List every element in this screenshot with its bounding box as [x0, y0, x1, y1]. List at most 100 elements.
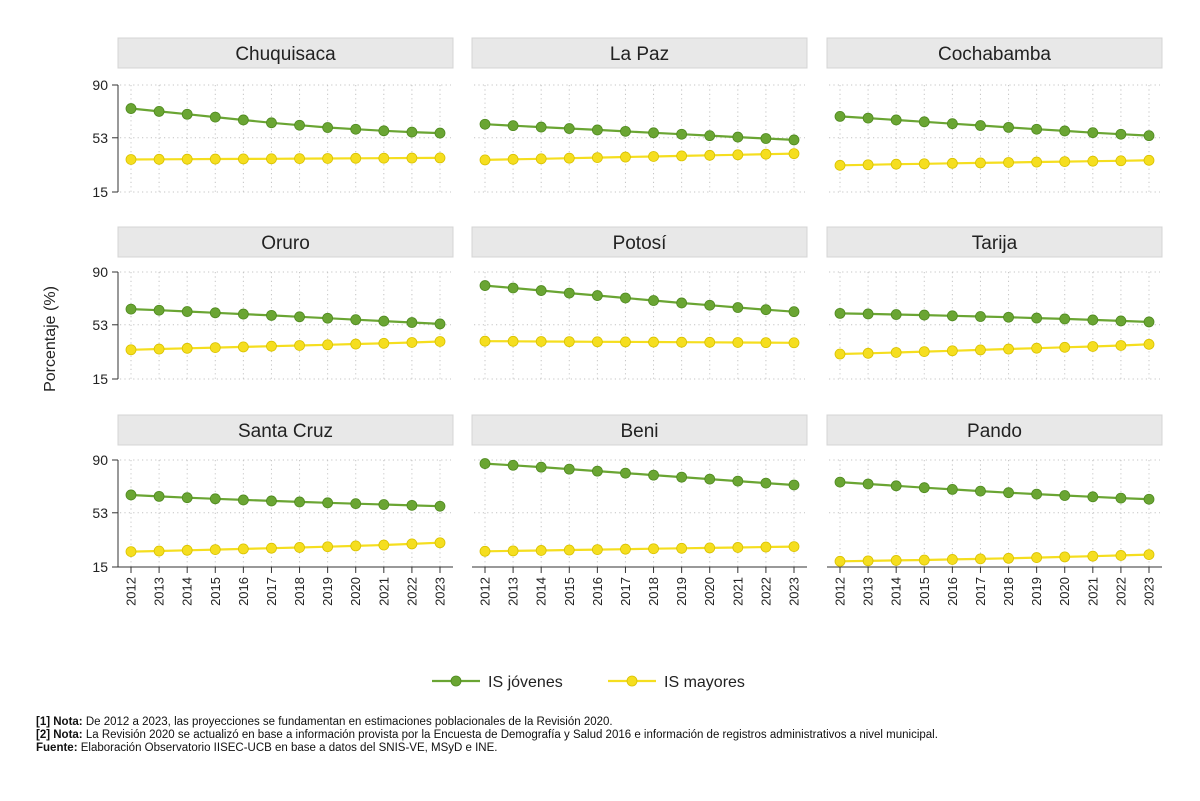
data-point-is-mayores: [266, 340, 277, 352]
data-point-is-mayores: [676, 542, 688, 554]
data-point-is-jovenes: [535, 285, 547, 296]
x-tick-label: 2021: [376, 577, 391, 606]
data-point-is-mayores: [704, 336, 716, 348]
data-point-is-mayores: [125, 344, 137, 356]
series-line-is-jovenes: [839, 481, 1150, 501]
data-point-is-jovenes: [676, 471, 688, 483]
panel-title: Cochabamba: [938, 44, 1051, 65]
data-point-is-mayores: [975, 553, 986, 565]
data-point-is-jovenes: [479, 458, 491, 469]
series-line-is-jovenes: [839, 115, 1150, 137]
data-point-is-mayores: [350, 338, 362, 350]
x-tick-label: 2013: [506, 577, 521, 606]
data-point-is-jovenes: [1059, 490, 1071, 501]
data-point-is-jovenes: [918, 482, 930, 494]
data-point-is-mayores: [788, 337, 800, 349]
data-point-is-jovenes: [237, 494, 249, 506]
data-point-is-jovenes: [209, 111, 221, 123]
data-point-is-jovenes: [322, 497, 334, 509]
data-point-is-jovenes: [732, 131, 744, 143]
source-note: Fuente: Elaboración Observatorio IISEC-U…: [36, 742, 1186, 755]
data-point-is-jovenes: [676, 297, 688, 309]
x-tick-label: 2012: [124, 577, 139, 606]
data-point-is-mayores: [676, 336, 688, 348]
panel-santa-cruz: Santa Cruz 15 53 90 2012 2013 2014 2015 2016 2017…: [92, 414, 454, 606]
legend-label: IS jóvenes: [488, 674, 563, 691]
data-point-is-jovenes: [1143, 316, 1155, 328]
data-point-is-jovenes: [676, 128, 688, 140]
data-point-is-mayores: [1087, 550, 1099, 562]
data-point-is-jovenes: [890, 114, 902, 126]
series-line-is-jovenes: [130, 107, 441, 135]
panel-chuquisaca: Chuquisaca 15 53 90: [92, 37, 454, 200]
x-tick-label: 2023: [787, 577, 802, 606]
data-point-is-jovenes: [535, 121, 547, 133]
data-point-is-jovenes: [507, 459, 519, 471]
note-2: [2] Nota: La Revisión 2020 se actualizó …: [36, 729, 1186, 742]
data-point-is-mayores: [1143, 338, 1155, 350]
data-point-is-mayores: [322, 541, 334, 553]
x-tick-label: 2018: [646, 577, 661, 606]
data-point-is-jovenes: [378, 315, 390, 327]
data-point-is-jovenes: [294, 119, 305, 131]
x-tick-label: 2020: [348, 577, 363, 606]
data-point-is-mayores: [322, 339, 334, 351]
data-point-is-jovenes: [125, 489, 137, 501]
data-point-is-jovenes: [704, 473, 716, 485]
data-point-is-mayores: [732, 149, 744, 161]
data-point-is-jovenes: [406, 317, 418, 328]
data-point-is-jovenes: [834, 307, 846, 319]
data-point-is-mayores: [378, 539, 390, 551]
data-point-is-jovenes: [1115, 315, 1127, 327]
panel-pando: Pando 2012 2013 2014 2015 2016 2017 2018 2019 202…: [826, 414, 1163, 606]
data-point-is-mayores: [946, 157, 958, 169]
data-point-is-jovenes: [1031, 312, 1043, 324]
data-point-is-mayores: [862, 347, 874, 359]
data-point-is-mayores: [648, 151, 659, 162]
data-point-is-mayores: [620, 151, 631, 163]
data-point-is-mayores: [648, 543, 659, 555]
data-point-is-jovenes: [209, 307, 221, 319]
series-line-is-jovenes: [839, 312, 1150, 323]
data-point-is-jovenes: [294, 311, 305, 323]
data-point-is-mayores: [946, 345, 958, 357]
panel-oruro: Oruro 15 53 90: [92, 226, 454, 387]
legend-label: IS mayores: [664, 674, 745, 691]
panel-strip: [826, 414, 1163, 446]
data-point-is-jovenes: [620, 292, 631, 304]
data-point-is-mayores: [834, 159, 846, 171]
data-point-is-jovenes: [704, 299, 716, 311]
x-tick-label: 2016: [945, 577, 960, 606]
data-point-is-mayores: [1115, 550, 1127, 561]
data-point-is-mayores: [1115, 155, 1127, 167]
data-point-is-mayores: [322, 153, 334, 164]
data-point-is-jovenes: [125, 303, 137, 315]
data-point-is-jovenes: [760, 304, 772, 316]
panel-title: Beni: [620, 421, 658, 442]
data-point-is-jovenes: [946, 118, 958, 130]
legend: IS jóvenes IS mayores: [432, 674, 745, 691]
series-line-is-mayores: [130, 340, 441, 351]
data-point-is-jovenes: [434, 500, 446, 512]
data-point-is-jovenes: [975, 120, 986, 131]
panel-beni: Beni 2012 2013 2014 2015 2016 2017 2018 2019 2020…: [471, 414, 808, 606]
data-point-is-mayores: [507, 335, 519, 347]
data-point-is-jovenes: [153, 105, 165, 117]
x-tick-label: 2015: [917, 577, 932, 606]
x-tick-label: 2014: [889, 577, 904, 606]
data-point-is-jovenes: [378, 125, 390, 137]
series-line-is-mayores: [839, 159, 1150, 167]
source-text: Elaboración Observatorio IISEC-UCB en ba…: [77, 742, 498, 754]
data-point-is-jovenes: [350, 314, 362, 326]
series-line-is-mayores: [484, 545, 795, 553]
data-point-is-mayores: [676, 150, 688, 162]
data-point-is-jovenes: [1003, 311, 1014, 323]
data-point-is-jovenes: [1003, 121, 1014, 133]
data-point-is-jovenes: [788, 134, 800, 146]
panel-la-paz: La Paz: [471, 37, 808, 193]
data-point-is-mayores: [760, 148, 772, 160]
data-point-is-jovenes: [1087, 314, 1099, 326]
data-point-is-mayores: [1003, 157, 1014, 168]
small-multiples-line-chart: Chuquisaca 15 53 90 La Paz Cochabamba Oruro 15 5…: [42, 37, 1163, 691]
data-point-is-jovenes: [322, 312, 334, 324]
